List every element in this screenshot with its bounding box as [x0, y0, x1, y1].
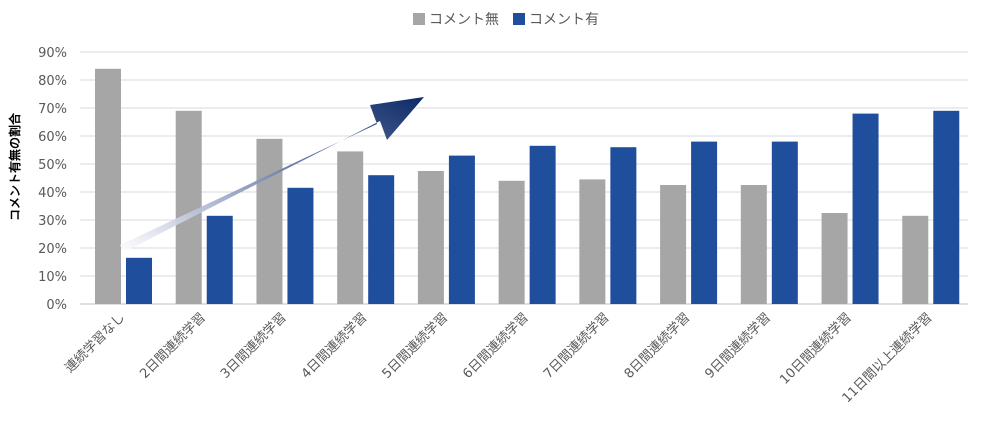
- bar-comment-present: [529, 145, 556, 304]
- bar-comment-none: [579, 179, 606, 304]
- trend-arrow: [120, 97, 424, 252]
- bar-comment-present: [287, 187, 314, 304]
- y-tick-label: 90%: [38, 46, 67, 61]
- bar-comment-none: [902, 215, 929, 304]
- bar-comment-none: [95, 68, 121, 304]
- y-tick-label: 20%: [38, 242, 67, 257]
- bar-comment-none: [821, 213, 848, 304]
- bar-comment-none: [498, 180, 525, 304]
- x-category-label: 6日間連続学習: [460, 310, 532, 382]
- x-category-label: 7日間連続学習: [540, 310, 612, 382]
- legend-swatch: [513, 13, 525, 25]
- bar-comment-present: [206, 215, 233, 304]
- y-tick-label: 30%: [38, 214, 67, 229]
- bar-comment-present: [771, 141, 798, 304]
- legend: コメント無 コメント有: [413, 12, 599, 28]
- bar-comment-none: [337, 151, 364, 304]
- x-category-label: 連続学習なし: [62, 310, 128, 376]
- x-category-label: 3日間連続学習: [217, 310, 289, 382]
- bar-comment-present: [933, 110, 960, 304]
- x-category-label: 4日間連続学習: [298, 310, 370, 382]
- bar-comment-present: [448, 155, 475, 304]
- y-axis-label: コメント有無の割合: [7, 112, 22, 221]
- y-tick-label: 50%: [38, 158, 67, 173]
- bar-comment-present: [852, 113, 879, 304]
- legend-label: コメント有: [529, 12, 599, 28]
- y-tick-label: 40%: [38, 186, 67, 201]
- x-category-label: 11日間以上連続学習: [839, 310, 936, 407]
- bars: [95, 68, 960, 304]
- y-axis-ticks: 0% 10% 20% 30% 40% 50% 60% 70% 80% 90%: [38, 46, 67, 313]
- x-category-label: 2日間連続学習: [137, 310, 209, 382]
- y-tick-label: 0%: [46, 298, 67, 313]
- bar-comment-none: [256, 138, 283, 304]
- bar-comment-present: [691, 141, 718, 304]
- x-category-label: 9日間連続学習: [702, 310, 774, 382]
- bar-comment-none: [740, 185, 767, 304]
- y-tick-label: 70%: [38, 102, 67, 117]
- bar-comment-present: [610, 147, 637, 304]
- y-tick-label: 80%: [38, 74, 67, 89]
- x-category-label: 8日間連続学習: [621, 310, 693, 382]
- legend-label: コメント無: [429, 12, 499, 28]
- x-axis-categories: 連続学習なし 2日間連続学習 3日間連続学習 4日間連続学習 5日間連続学習 6日間連続学…: [62, 310, 936, 407]
- x-category-label: 5日間連続学習: [379, 310, 451, 382]
- x-category-label: 10日間連続学習: [777, 310, 855, 388]
- legend-swatch: [413, 13, 425, 25]
- bar-comment-present: [126, 257, 152, 304]
- bar-comment-none: [417, 171, 444, 304]
- y-tick-label: 60%: [38, 130, 67, 145]
- bar-comment-present: [368, 175, 395, 304]
- bar-comment-none: [660, 185, 687, 304]
- y-tick-label: 10%: [38, 270, 67, 285]
- bar-comment-none: [175, 110, 202, 304]
